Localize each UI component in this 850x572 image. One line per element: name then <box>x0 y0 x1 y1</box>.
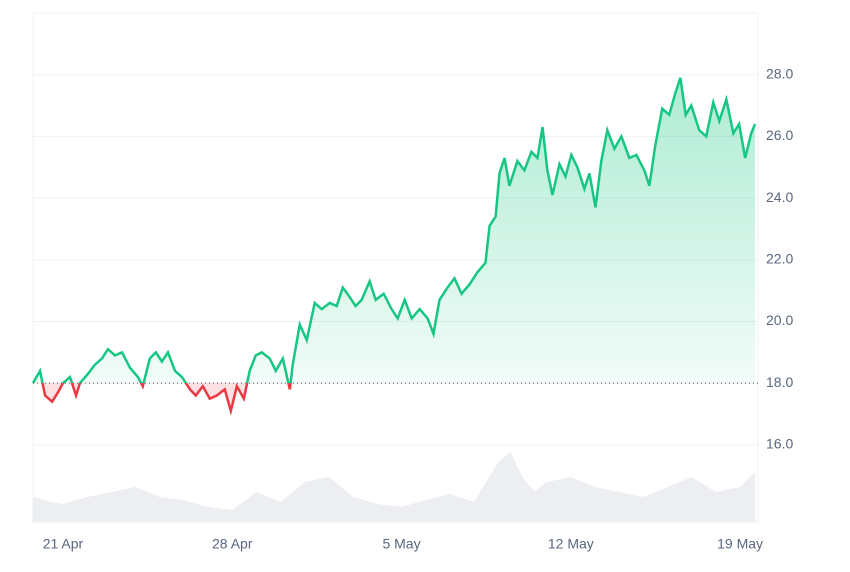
x-tick-label: 28 Apr <box>212 536 253 552</box>
y-tick-label: 16.0 <box>766 436 793 452</box>
volume-area <box>33 452 756 522</box>
y-tick-label: 24.0 <box>766 189 793 205</box>
x-tick-label: 5 May <box>382 536 420 552</box>
y-tick-label: 26.0 <box>766 127 793 143</box>
area-up <box>33 77 756 384</box>
y-tick-label: 22.0 <box>766 250 793 266</box>
area-down <box>33 383 756 411</box>
x-tick-label: 19 May <box>717 536 763 552</box>
y-tick-label: 28.0 <box>766 65 793 81</box>
x-tick-label: 12 May <box>548 536 594 552</box>
x-tick-label: 21 Apr <box>43 536 84 552</box>
y-tick-label: 20.0 <box>766 312 793 328</box>
price-line-up <box>31 77 757 384</box>
y-tick-label: 18.0 <box>766 374 793 390</box>
